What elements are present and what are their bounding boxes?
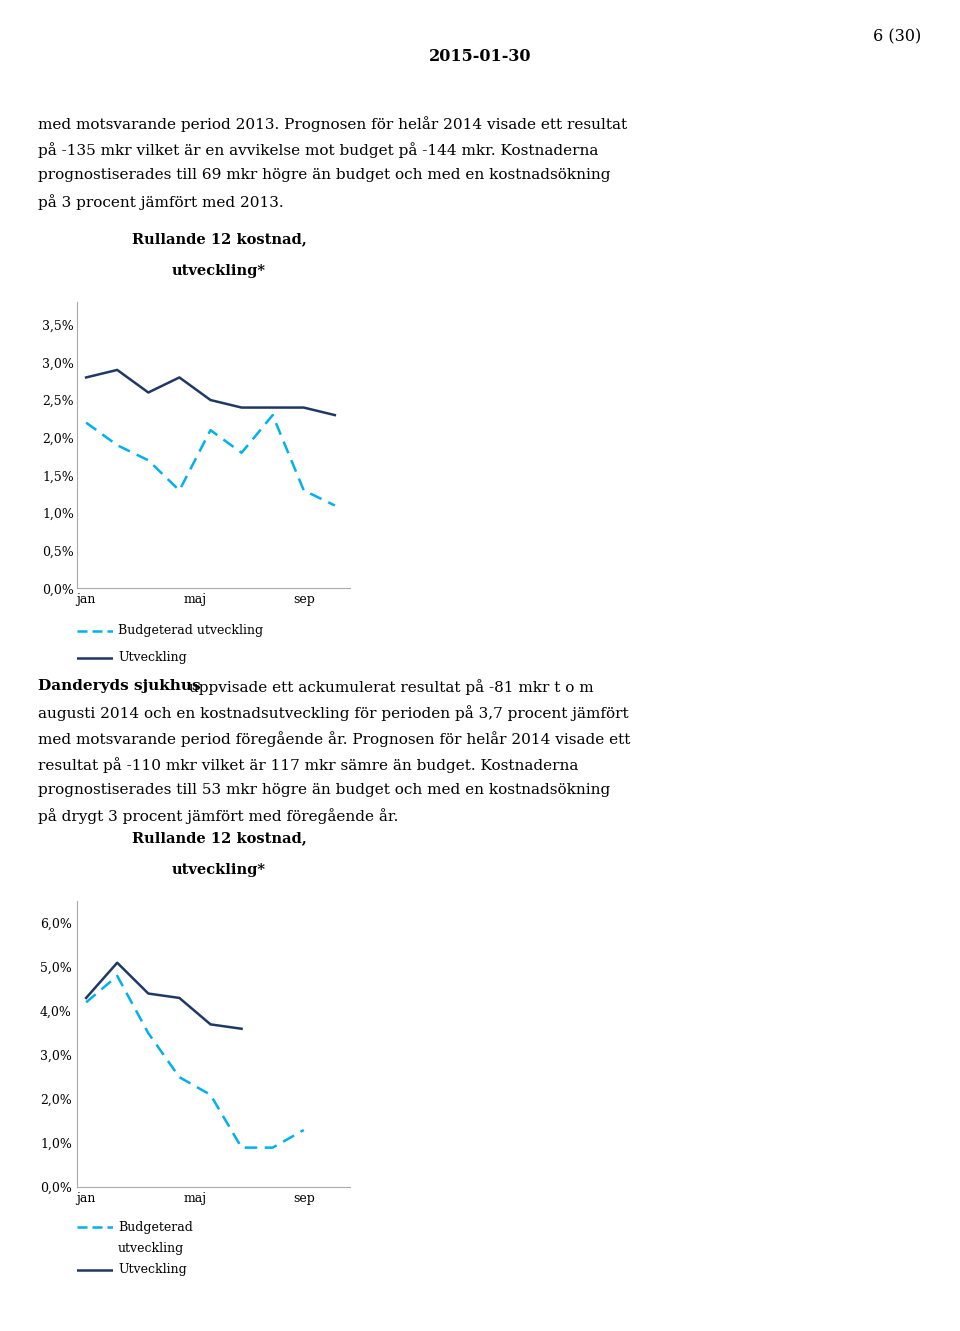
Text: augusti 2014 och en kostnadsutveckling för perioden på 3,7 procent jämfört: augusti 2014 och en kostnadsutveckling f…: [38, 705, 629, 720]
Text: Utveckling: Utveckling: [118, 651, 187, 664]
Text: med motsvarande period föregående år. Prognosen för helår 2014 visade ett: med motsvarande period föregående år. Pr…: [38, 731, 631, 747]
Text: på drygt 3 procent jämfört med föregående år.: på drygt 3 procent jämfört med föregåend…: [38, 809, 398, 824]
Text: utveckling*: utveckling*: [172, 862, 266, 877]
Text: utveckling*: utveckling*: [172, 264, 266, 278]
Text: prognostiserades till 69 mkr högre än budget och med en kostnadsökning: prognostiserades till 69 mkr högre än bu…: [38, 168, 611, 182]
Text: 6 (30): 6 (30): [874, 28, 922, 45]
Text: utveckling: utveckling: [118, 1242, 184, 1255]
Text: Budgeterad: Budgeterad: [118, 1221, 193, 1234]
Text: Rullande 12 kostnad,: Rullande 12 kostnad,: [132, 831, 306, 845]
Text: uppvisade ett ackumulerat resultat på -81 mkr t o m: uppvisade ett ackumulerat resultat på -8…: [184, 679, 594, 695]
Text: på -135 mkr vilket är en avvikelse mot budget på -144 mkr. Kostnaderna: på -135 mkr vilket är en avvikelse mot b…: [38, 141, 599, 157]
Text: Budgeterad utveckling: Budgeterad utveckling: [118, 624, 263, 638]
Text: Danderyds sjukhus: Danderyds sjukhus: [38, 679, 201, 693]
Text: 2015-01-30: 2015-01-30: [429, 48, 531, 65]
Text: Utveckling: Utveckling: [118, 1263, 187, 1276]
Text: med motsvarande period 2013. Prognosen för helår 2014 visade ett resultat: med motsvarande period 2013. Prognosen f…: [38, 116, 628, 132]
Text: på 3 procent jämfört med 2013.: på 3 procent jämfört med 2013.: [38, 193, 284, 209]
Text: prognostiserades till 53 mkr högre än budget och med en kostnadsökning: prognostiserades till 53 mkr högre än bu…: [38, 783, 611, 797]
Text: resultat på -110 mkr vilket är 117 mkr sämre än budget. Kostnaderna: resultat på -110 mkr vilket är 117 mkr s…: [38, 756, 579, 772]
Text: Rullande 12 kostnad,: Rullande 12 kostnad,: [132, 232, 306, 246]
